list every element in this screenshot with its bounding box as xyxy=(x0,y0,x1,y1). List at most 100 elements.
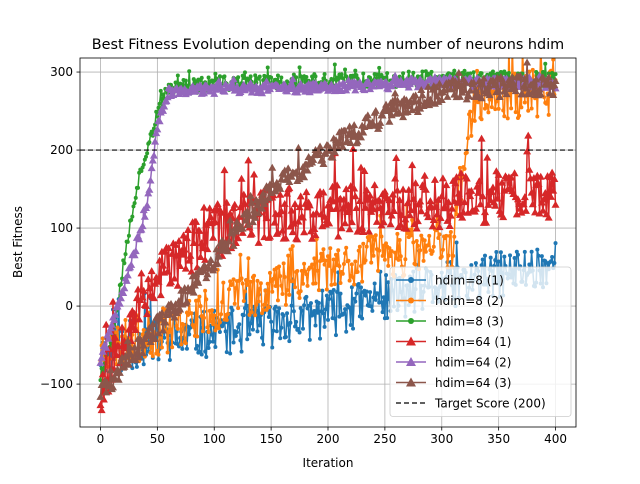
data-point xyxy=(245,211,254,219)
data-point xyxy=(222,198,231,206)
data-point xyxy=(350,121,359,129)
data-point xyxy=(216,326,221,331)
data-point xyxy=(257,287,262,292)
x-tick-label: 300 xyxy=(430,432,453,446)
data-point xyxy=(512,71,517,76)
data-point xyxy=(343,251,348,256)
data-point xyxy=(349,262,354,267)
data-point xyxy=(462,166,467,171)
data-point xyxy=(291,279,296,284)
data-point xyxy=(409,233,414,238)
data-point xyxy=(414,238,419,243)
data-point xyxy=(246,191,255,199)
data-point xyxy=(522,100,527,105)
data-point xyxy=(258,89,267,97)
data-point xyxy=(438,174,447,182)
data-point xyxy=(313,281,318,286)
data-point xyxy=(488,183,497,191)
data-point xyxy=(423,249,428,254)
data-point xyxy=(391,89,400,97)
data-point xyxy=(369,304,374,309)
data-point xyxy=(133,195,138,200)
data-point xyxy=(326,254,330,259)
data-point xyxy=(437,192,446,200)
data-point xyxy=(280,199,289,207)
data-point xyxy=(325,219,334,227)
data-point xyxy=(281,313,286,318)
data-point xyxy=(111,310,120,318)
data-point xyxy=(302,188,311,196)
data-point xyxy=(198,304,203,309)
data-point xyxy=(244,278,249,283)
data-point xyxy=(131,325,140,333)
data-point xyxy=(455,92,464,100)
data-point xyxy=(359,128,368,136)
data-point xyxy=(405,80,414,88)
data-point xyxy=(186,251,195,259)
data-point xyxy=(493,107,498,112)
data-point xyxy=(297,330,302,335)
data-point xyxy=(173,281,182,289)
data-point xyxy=(231,340,236,345)
data-point xyxy=(328,246,333,251)
data-point xyxy=(97,353,106,361)
data-point xyxy=(469,263,474,268)
data-point xyxy=(355,78,364,86)
data-point xyxy=(198,266,207,274)
data-point xyxy=(393,96,402,104)
data-point xyxy=(213,71,218,76)
data-point xyxy=(143,201,152,209)
data-point xyxy=(356,133,365,141)
legend-marker xyxy=(406,357,416,366)
data-point xyxy=(466,192,475,200)
data-point xyxy=(180,346,185,351)
data-point xyxy=(217,74,222,79)
data-point xyxy=(271,276,276,281)
data-point xyxy=(270,345,275,350)
data-point xyxy=(265,232,274,240)
data-point xyxy=(98,347,107,355)
data-point xyxy=(226,209,235,217)
data-point xyxy=(148,350,153,355)
data-point xyxy=(161,92,166,97)
data-point xyxy=(344,74,349,79)
data-point xyxy=(312,256,317,261)
data-point xyxy=(114,375,123,383)
data-point xyxy=(437,95,446,103)
legend-marker xyxy=(408,277,414,283)
data-point xyxy=(372,217,381,225)
data-point xyxy=(536,90,545,98)
data-point xyxy=(189,239,198,247)
legend-marker xyxy=(408,297,414,304)
data-point xyxy=(469,133,474,138)
data-point xyxy=(220,87,229,95)
data-point xyxy=(436,214,445,222)
data-point xyxy=(485,104,490,109)
data-point xyxy=(546,112,551,117)
data-point xyxy=(254,302,259,307)
data-point xyxy=(125,239,130,244)
data-point xyxy=(516,71,525,79)
data-point xyxy=(175,73,180,78)
data-point xyxy=(540,195,549,203)
data-point xyxy=(379,300,384,305)
data-point xyxy=(281,234,290,242)
data-point xyxy=(266,305,271,310)
data-point xyxy=(551,76,560,84)
data-point xyxy=(421,258,426,263)
data-point xyxy=(246,77,251,82)
data-point xyxy=(316,288,321,293)
data-point xyxy=(460,86,469,94)
data-point xyxy=(288,75,297,83)
data-point xyxy=(139,341,148,349)
data-point xyxy=(199,352,204,357)
data-point xyxy=(385,196,394,204)
data-point xyxy=(144,275,153,283)
data-point xyxy=(97,406,106,414)
data-point xyxy=(347,128,356,136)
data-point xyxy=(434,195,443,203)
data-point xyxy=(196,298,201,303)
data-point xyxy=(174,296,183,304)
data-point xyxy=(178,250,187,258)
data-point xyxy=(237,174,246,182)
